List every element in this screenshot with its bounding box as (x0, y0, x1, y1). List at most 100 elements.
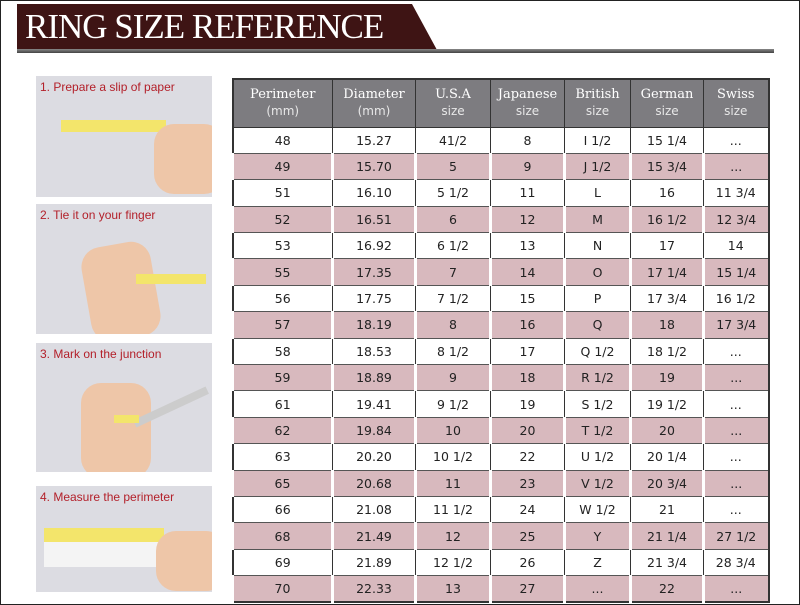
table-cell: 27 (489, 575, 565, 603)
table-cell: 65 (231, 470, 333, 497)
column-header: Japanese size (490, 78, 565, 128)
table-cell: 55 (231, 258, 333, 286)
table-cell: 7 1/2 (415, 285, 491, 313)
hand-image (81, 383, 151, 472)
table-cell: L (564, 179, 631, 207)
table-cell: 7 (414, 258, 491, 286)
header-title: U.S.A (435, 87, 471, 103)
table-cell: Q (563, 311, 631, 339)
table-row: 52 16.51 6 12 M 16 1/2 12 3/4 (231, 206, 769, 234)
paper-strip-image (136, 274, 206, 284)
table-cell: ... (703, 338, 769, 366)
table-cell: 9 1/2 (415, 390, 491, 418)
table-cell: 27 1/2 (702, 522, 769, 550)
header-unit: (mm) (357, 104, 391, 119)
table-cell: 69 (232, 549, 333, 577)
table-cell: 63 (232, 443, 333, 471)
header-title: Perimeter (250, 87, 316, 103)
table-cell: M (563, 206, 631, 234)
table-cell: 20 (629, 417, 704, 445)
table-cell: ... (703, 390, 769, 418)
table-cell: 41/2 (415, 127, 491, 154)
table-cell: 12 3/4 (702, 206, 769, 234)
table-cell: 21.08 (332, 496, 416, 524)
table-cell: 15 3/4 (629, 153, 704, 181)
table-cell: Y (563, 522, 631, 550)
table-cell: 21.49 (331, 522, 416, 550)
header-unit: size (724, 104, 748, 119)
table-cell: U 1/2 (564, 443, 631, 471)
table-cell: 17.35 (331, 258, 416, 286)
table-row: 68 21.49 12 25 Y 21 1/4 27 1/2 (231, 522, 769, 550)
table-cell: Z (564, 549, 631, 577)
table-row: 61 19.41 9 1/2 19 S 1/2 19 1/2... (232, 390, 769, 418)
table-row: 65 20.68 11 23 V 1/2 20 3/4... (231, 470, 769, 497)
table-cell: 26 (490, 549, 565, 577)
table-row: 51 16.10 5 1/2 11 L 16 11 3/4 (232, 179, 769, 207)
table-cell: 5 (414, 153, 491, 181)
table-cell: 15 1/4 (630, 127, 704, 154)
step-3-panel: 3. Mark on the junction (36, 343, 212, 472)
step-1-panel: 1. Prepare a slip of paper (36, 76, 212, 197)
table-cell: 18 (629, 311, 704, 339)
table-cell: R 1/2 (563, 364, 631, 392)
table-row: 62 19.84 10 20 T 1/2 20... (231, 417, 769, 445)
table-cell: 18.19 (331, 311, 416, 339)
table-cell: 49 (231, 153, 333, 181)
table-row: 55 17.35 7 14 O 17 1/4 15 1/4 (231, 258, 769, 286)
step-2-panel: 2. Tie it on your finger (36, 204, 212, 334)
table-cell: ... (702, 575, 769, 603)
table-cell: 21 1/4 (629, 522, 704, 550)
title-rule (17, 49, 774, 53)
table-cell: 58 (232, 338, 333, 366)
column-header: Swiss size (703, 78, 769, 128)
table-cell: 19.84 (331, 417, 416, 445)
table-cell: V 1/2 (563, 470, 631, 497)
paper-strip-image (114, 415, 139, 423)
table-cell: 21 3/4 (630, 549, 704, 577)
table-cell: 52 (231, 206, 333, 234)
table-cell: 14 (703, 232, 769, 260)
table-cell: S 1/2 (564, 390, 631, 418)
table-cell: 21 (630, 496, 704, 524)
table-cell: ... (703, 443, 769, 471)
table-cell: ... (703, 127, 769, 154)
step-label: 4. Measure the perimeter (40, 490, 175, 504)
header-title: Swiss (716, 87, 755, 103)
header-unit: size (515, 104, 540, 119)
table-cell: 13 (490, 232, 565, 260)
table-cell: 11 (414, 470, 491, 497)
table-cell: 15 1/4 (702, 258, 769, 286)
table-row: 53 16.92 6 1/2 13 N 17 14 (232, 232, 769, 260)
table-cell: 24 (490, 496, 565, 524)
table-cell: ... (702, 153, 769, 181)
column-header: Perimeter (mm) (232, 78, 333, 128)
header-unit: (mm) (266, 104, 300, 119)
table-cell: 11 1/2 (415, 496, 491, 524)
table-cell: T 1/2 (563, 417, 631, 445)
table-cell: ... (563, 575, 631, 603)
table-cell: 53 (232, 232, 333, 260)
table-cell: 22 (490, 443, 565, 471)
table-cell: 16 (630, 179, 704, 207)
table-cell: 16 1/2 (703, 285, 769, 313)
table-cell: 9 (489, 153, 565, 181)
table-cell: 16 (489, 311, 565, 339)
table-cell: ... (702, 364, 769, 392)
table-cell: 28 3/4 (703, 549, 769, 577)
table-row: 49 15.70 5 9 J 1/2 15 3/4... (231, 153, 769, 181)
header-unit: size (585, 104, 610, 119)
table-cell: 17 1/4 (629, 258, 704, 286)
table-cell: W 1/2 (564, 496, 631, 524)
column-header: Diameter (mm) (332, 78, 416, 128)
table-cell: 56 (232, 285, 333, 313)
table-cell: 20 1/4 (630, 443, 704, 471)
table-cell: 17.75 (332, 285, 416, 313)
table-cell: 8 1/2 (415, 338, 491, 366)
table-cell: ... (703, 496, 769, 524)
table-cell: 17 3/4 (630, 285, 704, 313)
table-cell: 12 (489, 206, 565, 234)
table-cell: 14 (489, 258, 565, 286)
header-unit: size (441, 104, 465, 119)
table-cell: ... (702, 470, 769, 497)
